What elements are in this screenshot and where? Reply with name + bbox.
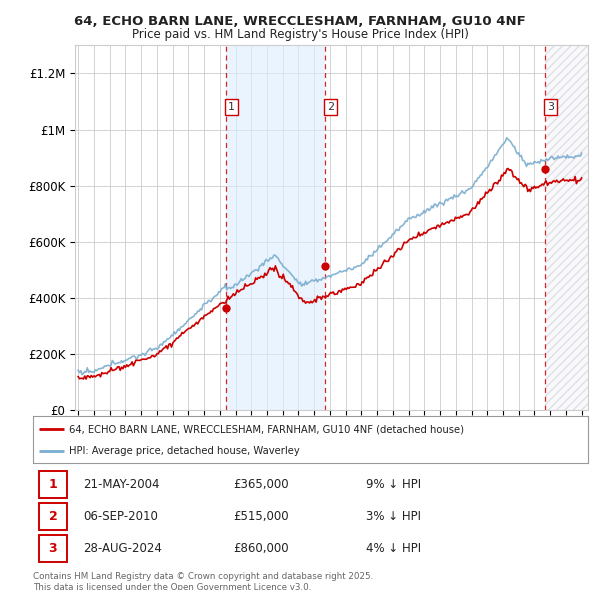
Text: 9% ↓ HPI: 9% ↓ HPI	[366, 478, 421, 491]
FancyBboxPatch shape	[38, 503, 67, 530]
Bar	[226, 45, 325, 410]
Bar	[545, 45, 590, 410]
Text: HPI: Average price, detached house, Waverley: HPI: Average price, detached house, Wave…	[69, 447, 300, 456]
Text: 21-MAY-2004: 21-MAY-2004	[83, 478, 160, 491]
Text: 1: 1	[228, 102, 235, 112]
Text: 64, ECHO BARN LANE, WRECCLESHAM, FARNHAM, GU10 4NF: 64, ECHO BARN LANE, WRECCLESHAM, FARNHAM…	[74, 15, 526, 28]
Text: £365,000: £365,000	[233, 478, 289, 491]
Bar	[545, 45, 590, 410]
Text: 3: 3	[547, 102, 554, 112]
Text: 2: 2	[49, 510, 58, 523]
FancyBboxPatch shape	[38, 471, 67, 498]
Text: £860,000: £860,000	[233, 542, 289, 555]
Text: 3: 3	[49, 542, 57, 555]
Bar	[545, 45, 590, 410]
Text: 4% ↓ HPI: 4% ↓ HPI	[366, 542, 421, 555]
Text: 06-SEP-2010: 06-SEP-2010	[83, 510, 158, 523]
Text: 1: 1	[49, 478, 58, 491]
FancyBboxPatch shape	[38, 535, 67, 562]
Text: 2: 2	[327, 102, 334, 112]
Text: 28-AUG-2024: 28-AUG-2024	[83, 542, 162, 555]
Text: 3% ↓ HPI: 3% ↓ HPI	[366, 510, 421, 523]
Text: £515,000: £515,000	[233, 510, 289, 523]
Text: Contains HM Land Registry data © Crown copyright and database right 2025.
This d: Contains HM Land Registry data © Crown c…	[33, 572, 373, 590]
Text: Price paid vs. HM Land Registry's House Price Index (HPI): Price paid vs. HM Land Registry's House …	[131, 28, 469, 41]
Text: 64, ECHO BARN LANE, WRECCLESHAM, FARNHAM, GU10 4NF (detached house): 64, ECHO BARN LANE, WRECCLESHAM, FARNHAM…	[69, 424, 464, 434]
